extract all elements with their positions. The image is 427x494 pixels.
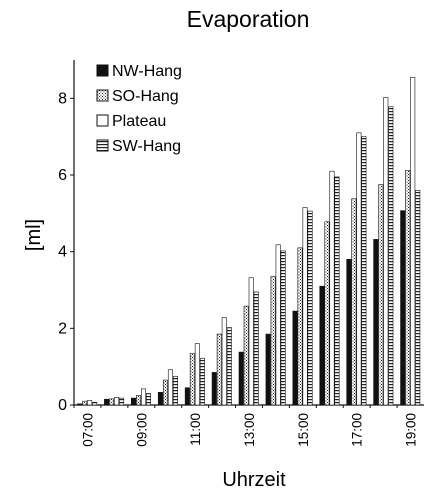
bar-nw-hang-1500 xyxy=(292,310,298,406)
legend-swatch-nw-hang xyxy=(96,64,109,77)
bar-nw-hang-1800 xyxy=(373,239,379,406)
legend-swatch-so-hang xyxy=(96,89,109,102)
bar-plateau-1600 xyxy=(329,170,335,406)
bar-plateau-1500 xyxy=(302,207,308,406)
legend-label-so-hang: SO-Hang xyxy=(112,88,179,105)
legend-swatch-sw-hang xyxy=(96,139,109,152)
chart-title: Evaporation xyxy=(187,6,310,32)
legend-label-nw-hang: NW-Hang xyxy=(112,63,182,80)
bar-plateau-1300 xyxy=(248,277,254,406)
bar-so-hang-0800 xyxy=(109,398,115,406)
legend: NW-Hang SO-Hang Plateau SW-Hang xyxy=(96,63,182,155)
y-tick-label: 6 xyxy=(58,167,67,184)
bar-nw-hang-0700 xyxy=(77,403,83,406)
bar-sw-hang-1400 xyxy=(280,250,286,406)
x-tick-label: 13:00 xyxy=(242,413,257,447)
bar-so-hang-1400 xyxy=(270,276,276,406)
bar-so-hang-1300 xyxy=(243,305,249,406)
bar-nw-hang-1700 xyxy=(346,259,352,406)
x-tick-label: 07:00 xyxy=(80,413,95,447)
bar-sw-hang-0800 xyxy=(119,397,125,406)
bar-nw-hang-1200 xyxy=(211,372,217,406)
bar-so-hang-1200 xyxy=(216,333,222,406)
bar-plateau-1400 xyxy=(275,244,281,406)
bar-nw-hang-1000 xyxy=(157,392,163,406)
ticks-group: 0 2 4 6 8 07:00 09:00 11:00 13:00 15:00 17:00 19:00 xyxy=(58,90,418,446)
bar-nw-hang-1400 xyxy=(265,333,271,406)
legend-label-plateau: Plateau xyxy=(112,113,166,130)
y-axis-label: [ml] xyxy=(23,219,45,251)
x-tick-label: 17:00 xyxy=(350,413,365,447)
bar-plateau-0700 xyxy=(87,400,93,406)
y-tick-label: 0 xyxy=(58,397,67,414)
bar-plateau-1900 xyxy=(410,76,416,406)
bar-so-hang-1100 xyxy=(189,352,195,406)
y-tick-label: 4 xyxy=(58,244,67,261)
y-tick-label: 2 xyxy=(58,320,67,337)
bar-so-hang-1000 xyxy=(162,379,168,406)
bar-nw-hang-0800 xyxy=(104,398,110,406)
bars-group xyxy=(77,76,421,406)
bar-so-hang-1700 xyxy=(351,198,357,406)
x-tick-label: 11:00 xyxy=(188,413,203,446)
bar-sw-hang-1700 xyxy=(361,136,367,406)
y-tick-label: 8 xyxy=(58,90,67,107)
bar-plateau-1100 xyxy=(194,343,200,406)
bar-nw-hang-1600 xyxy=(319,285,325,406)
legend-swatch-plateau xyxy=(96,114,109,127)
bar-sw-hang-0900 xyxy=(146,393,152,406)
bar-so-hang-0700 xyxy=(82,400,88,406)
x-tick-label: 19:00 xyxy=(404,413,419,447)
bar-nw-hang-1900 xyxy=(400,210,406,406)
bar-plateau-1200 xyxy=(221,317,227,406)
bar-sw-hang-1300 xyxy=(253,291,259,406)
bar-plateau-1700 xyxy=(356,132,362,406)
bar-so-hang-1900 xyxy=(405,170,411,406)
bar-plateau-0900 xyxy=(141,388,147,406)
bar-sw-hang-1900 xyxy=(415,190,421,406)
bar-plateau-1000 xyxy=(167,369,173,406)
bar-sw-hang-1000 xyxy=(172,375,178,406)
bar-sw-hang-0700 xyxy=(92,402,98,406)
bar-plateau-0800 xyxy=(114,397,120,406)
bar-plateau-1800 xyxy=(383,97,389,406)
x-tick-label: 15:00 xyxy=(296,413,311,447)
bar-so-hang-1800 xyxy=(378,184,384,406)
x-axis-label: Uhrzeit xyxy=(222,469,286,491)
bar-nw-hang-1100 xyxy=(184,387,190,406)
bar-nw-hang-0900 xyxy=(131,397,137,406)
bar-so-hang-0900 xyxy=(136,395,142,406)
x-tick-label: 09:00 xyxy=(134,413,149,447)
bar-sw-hang-1500 xyxy=(307,210,313,406)
bar-sw-hang-1100 xyxy=(199,357,205,406)
bar-nw-hang-1300 xyxy=(238,351,244,406)
legend-label-sw-hang: SW-Hang xyxy=(112,138,181,155)
bar-sw-hang-1800 xyxy=(388,106,394,406)
bar-sw-hang-1600 xyxy=(334,176,340,406)
bar-so-hang-1600 xyxy=(324,221,330,406)
bar-so-hang-1500 xyxy=(297,247,303,406)
bar-sw-hang-1200 xyxy=(226,327,232,406)
